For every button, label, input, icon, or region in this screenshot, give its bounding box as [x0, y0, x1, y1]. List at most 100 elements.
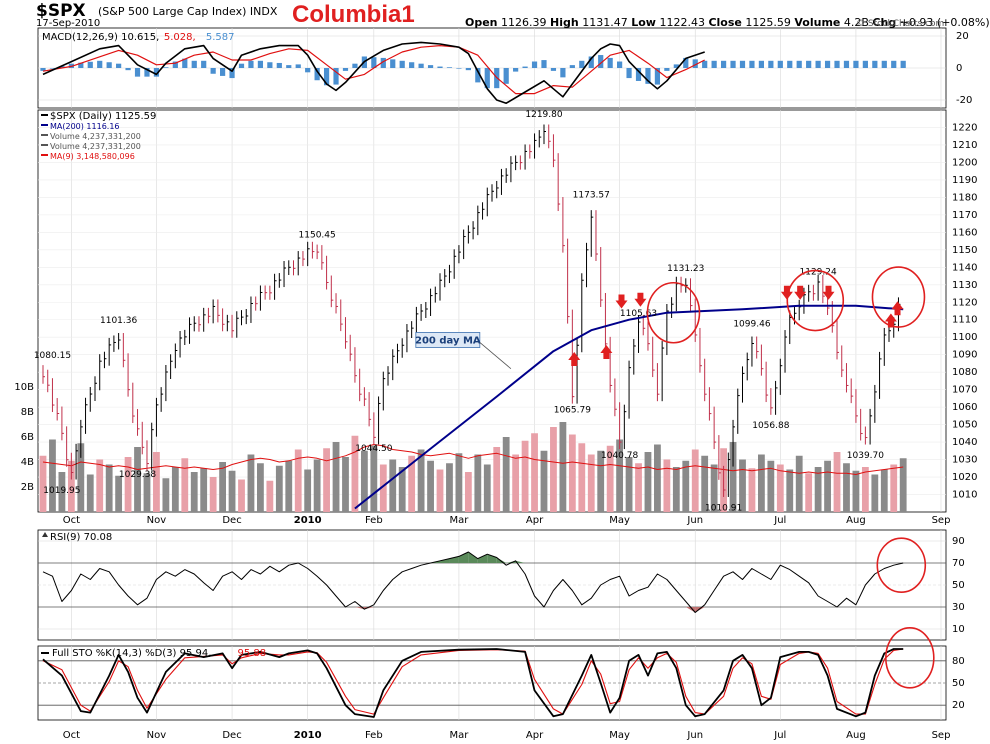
rsi-overbought-fill	[487, 554, 497, 563]
macd-histogram-bar	[475, 68, 481, 83]
volume-bar	[474, 454, 482, 512]
volume-bar	[67, 460, 75, 512]
volume-bar	[597, 450, 605, 512]
month-tick-label: Jun	[686, 730, 703, 741]
stockcharts-credit: © StockCharts.com	[856, 19, 945, 29]
macd-histogram-bar	[531, 61, 538, 68]
volume-bar	[398, 467, 406, 512]
price-y-tick: 1080	[952, 367, 977, 378]
volume-bar	[285, 460, 293, 512]
volume-bar	[124, 457, 132, 512]
macd-histogram-bar	[673, 64, 679, 68]
rsi-oversold-fill	[685, 607, 696, 613]
macd-histogram-bar	[626, 68, 632, 79]
ma200-callout-pointer	[479, 342, 512, 369]
macd-line	[42, 41, 705, 104]
macd-y-tick: 20	[956, 31, 969, 42]
volume-bar	[153, 452, 160, 512]
macd-histogram-bar	[522, 66, 528, 68]
price-label: 1219.80	[525, 110, 562, 120]
sto-y-tick: 20	[952, 700, 965, 711]
volume-y-tick: 10B	[14, 382, 34, 393]
month-tick-label: Jun	[686, 515, 703, 526]
macd-histogram-bar	[891, 60, 897, 68]
annotation-title: Columbia1	[292, 1, 415, 28]
month-tick-label: Mar	[449, 515, 469, 526]
macd-histogram-bar	[144, 68, 150, 77]
month-tick-label: Nov	[147, 515, 167, 526]
volume-bar	[49, 439, 56, 512]
macd-histogram-bar	[40, 68, 46, 71]
volume-bar	[370, 445, 378, 512]
price-y-tick: 1060	[952, 402, 977, 413]
macd-histogram-bar	[125, 68, 131, 71]
volume-bar	[39, 455, 47, 512]
macd-histogram-bar	[286, 65, 292, 68]
macd-histogram-bar	[191, 60, 197, 68]
quote-bar: Open 1126.39 High 1131.47 Low 1122.43 Cl…	[465, 16, 990, 29]
price-y-tick: 1200	[952, 157, 977, 168]
arrow-up-icon	[600, 344, 613, 359]
macd-histogram-bar	[758, 60, 764, 68]
volume-y-tick: 8B	[21, 407, 34, 418]
price-y-tick: 1220	[952, 122, 977, 133]
volume-bar	[115, 475, 123, 512]
panel-frame-price	[37, 109, 947, 513]
volume-bar	[521, 440, 529, 512]
price-label: 1131.23	[667, 264, 704, 274]
macd-histogram-bar	[276, 62, 282, 68]
volume-bar	[360, 450, 368, 512]
volume-bar	[143, 473, 151, 512]
rsi-y-tick: 50	[952, 580, 965, 591]
month-tick-label: Jul	[773, 515, 786, 526]
volume-y-tick: 2B	[21, 482, 34, 493]
price-label: 1040.78	[601, 451, 638, 461]
symbol-fullname: (S&P 500 Large Cap Index)	[98, 5, 247, 18]
month-tick-label: Oct	[63, 515, 80, 526]
month-tick-label: Feb	[365, 515, 383, 526]
price-label: 1129.24	[800, 267, 837, 277]
price-y-tick: 1150	[952, 245, 977, 256]
macd-histogram-bar	[503, 68, 509, 84]
macd-histogram-bar	[484, 68, 490, 89]
macd-histogram-bar	[598, 55, 604, 68]
volume-bar	[294, 449, 302, 512]
price-label: 1039.70	[847, 451, 884, 461]
rsi-overbought-fill	[506, 560, 516, 563]
macd-histogram-bar	[456, 68, 462, 69]
macd-histogram-bar	[541, 60, 547, 68]
rsi-overbought-fill	[515, 560, 526, 563]
price-label: 1010.91	[705, 503, 742, 513]
volume-bar	[58, 472, 66, 512]
month-tick-label: Dec	[222, 515, 241, 526]
macd-histogram-bar	[824, 60, 831, 68]
macd-histogram-bar	[78, 62, 84, 68]
macd-histogram-bar	[210, 68, 216, 74]
volume-bar	[890, 464, 898, 512]
month-tick-label: Mar	[449, 730, 469, 741]
volume-bar	[852, 470, 860, 512]
macd-histogram-bar	[106, 62, 112, 68]
macd-legend-item: MACD(12,26,9) 10.615,	[42, 32, 159, 43]
volume-bar	[190, 472, 198, 512]
price-y-tick: 1140	[952, 262, 977, 273]
volume-bar	[786, 469, 794, 512]
macd-histogram-bar	[371, 57, 377, 68]
price-label: 1101.36	[100, 316, 137, 326]
month-tick-label: Apr	[526, 730, 544, 741]
volume-ma9-line	[42, 444, 904, 475]
open-label: Open	[465, 16, 498, 29]
price-y-tick: 1100	[952, 332, 977, 343]
chart-date: 17-Sep-2010	[36, 18, 101, 29]
month-tick-label: Jul	[773, 730, 786, 741]
month-tick-label: May	[609, 730, 630, 741]
arrow-down-icon	[634, 292, 647, 307]
volume-bar	[710, 464, 718, 512]
macd-histogram-bar	[229, 68, 235, 79]
volume-bar	[814, 467, 822, 512]
volume-bar	[257, 463, 264, 512]
price-legend-item: MA(9) 3,148,580,096	[50, 152, 135, 161]
price-y-tick: 1180	[952, 192, 977, 203]
close-label: Close	[708, 16, 742, 29]
volume-bar	[502, 437, 510, 512]
